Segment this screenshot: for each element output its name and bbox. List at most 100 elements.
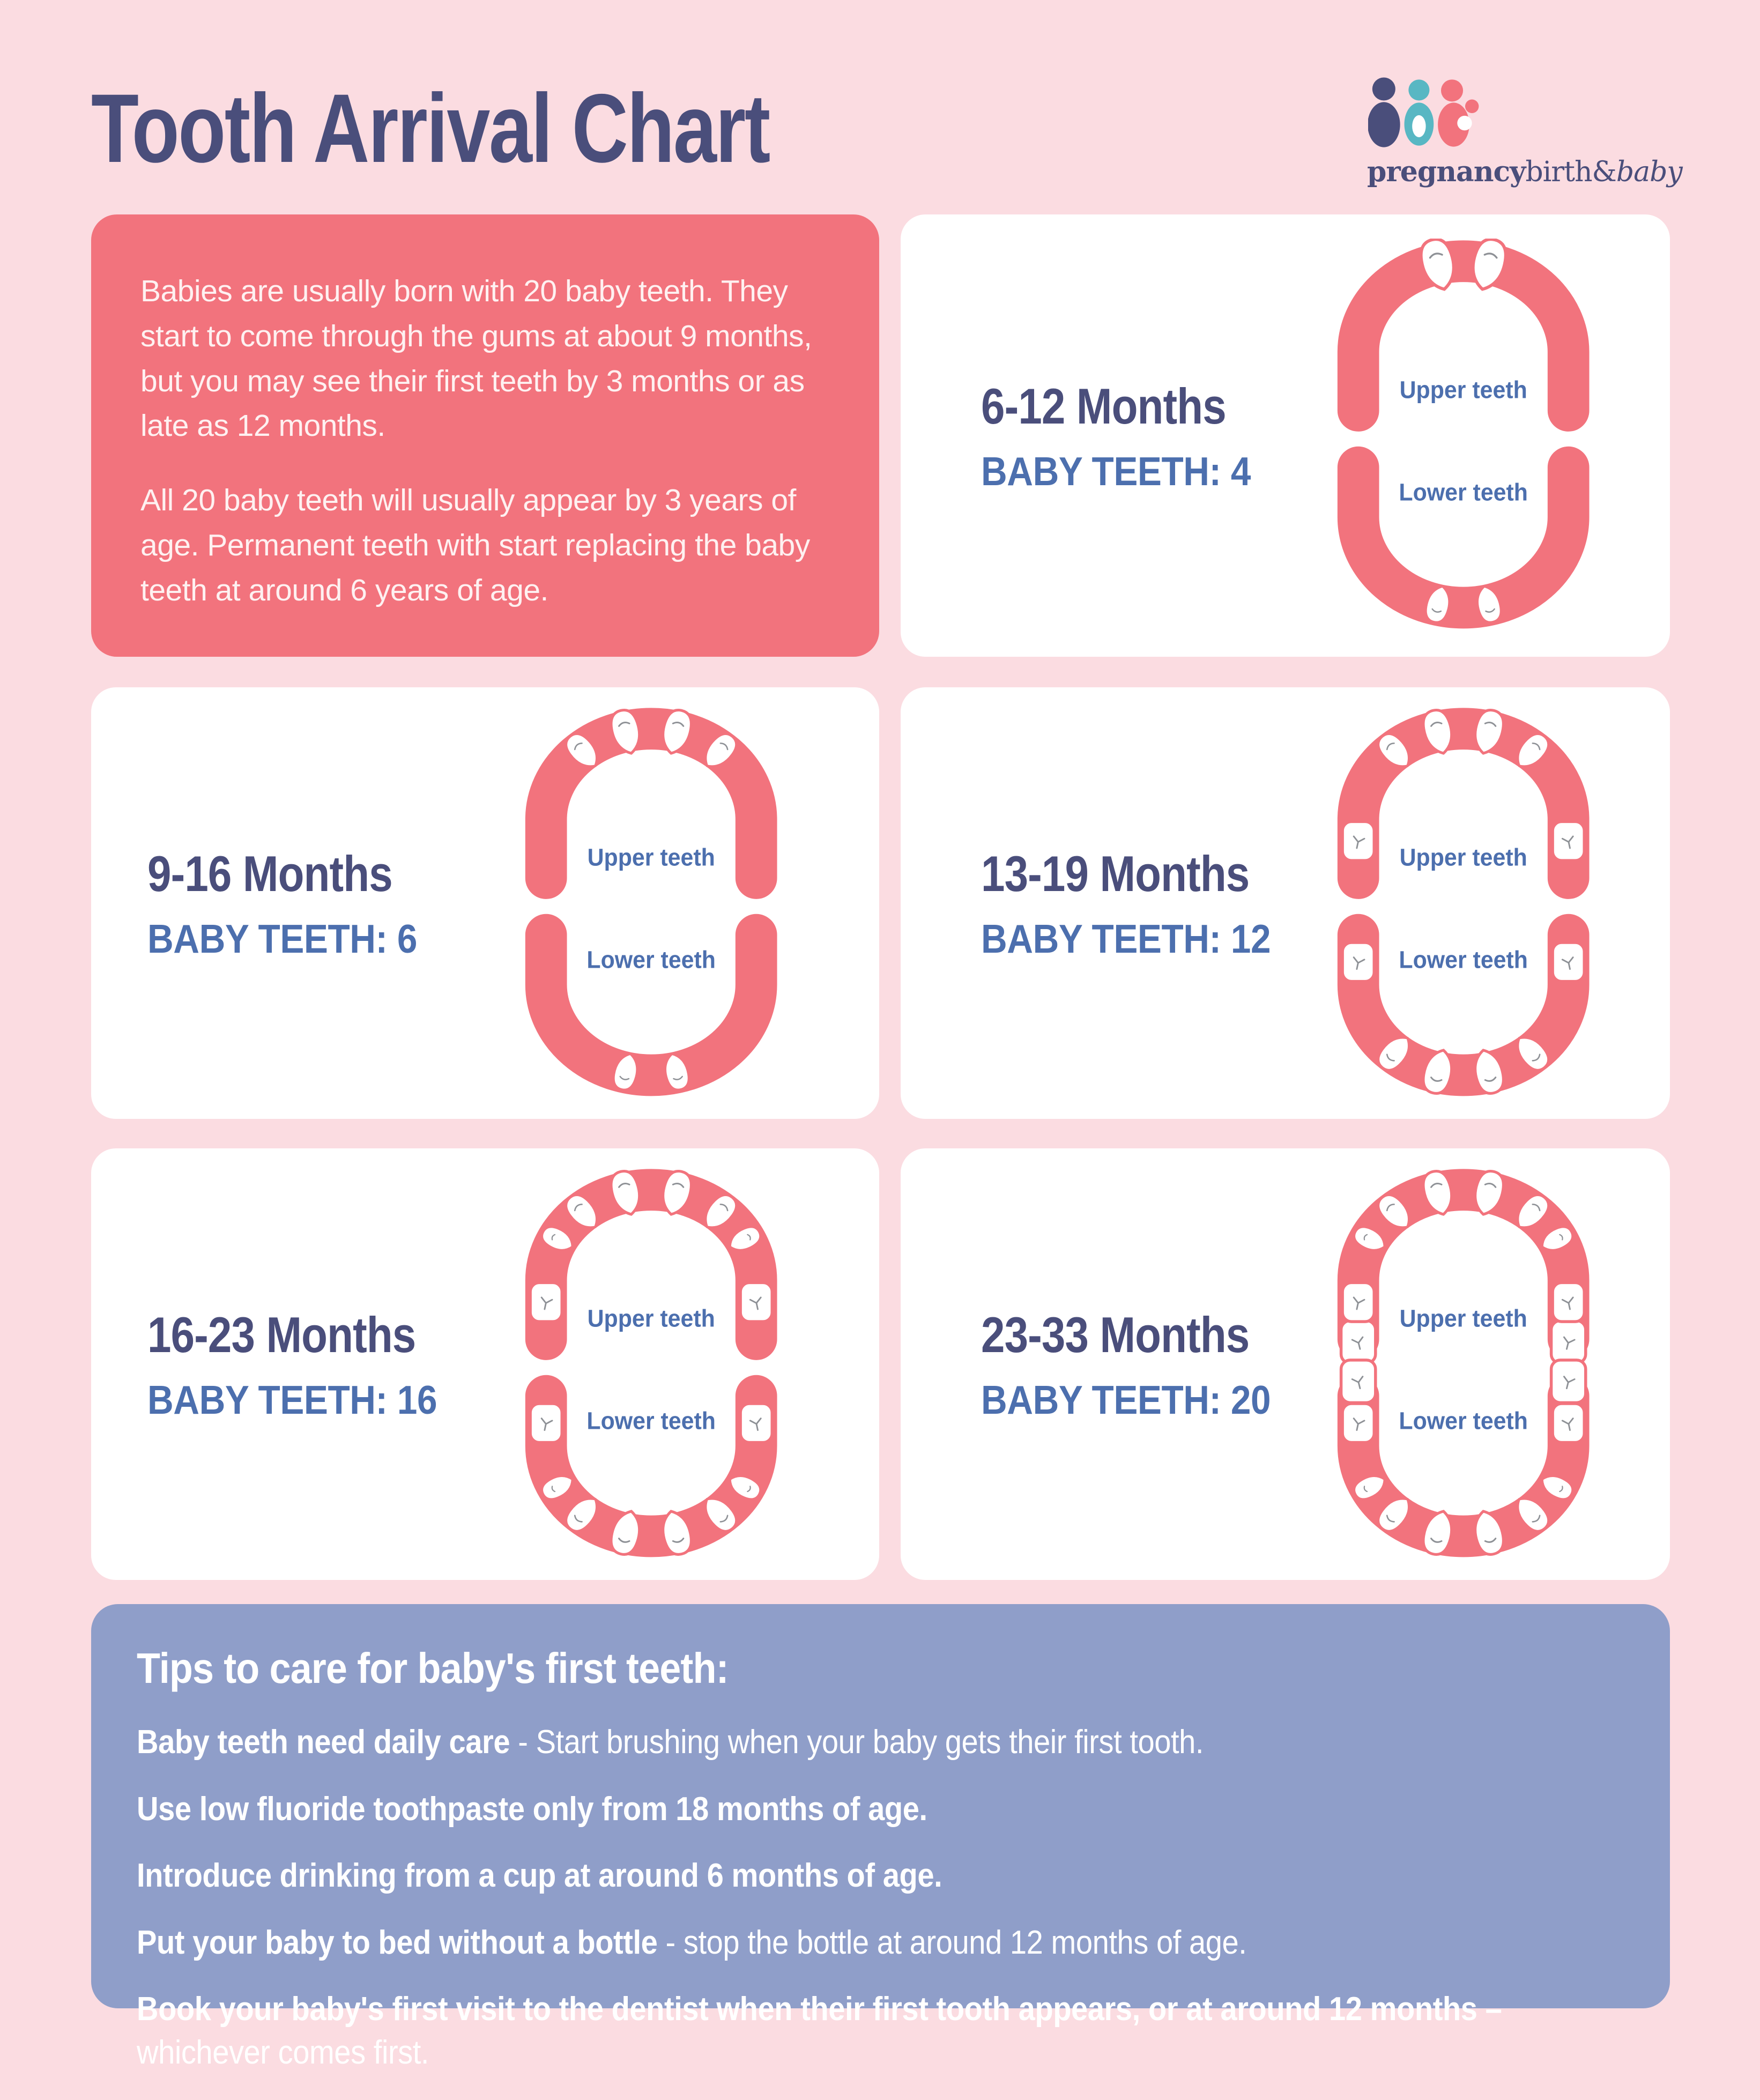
tip-regular-text: whichever comes first.	[137, 2034, 429, 2071]
tip-item: Introduce drinking from a cup at around …	[137, 1854, 1612, 1898]
lower-gum-arch	[525, 914, 777, 1096]
lower-first-molar-tooth	[739, 1402, 774, 1444]
lower-lateral-incisor-tooth	[1377, 1036, 1410, 1072]
upper-central-incisor-tooth	[1474, 709, 1505, 755]
upper-central-incisor-tooth	[1422, 709, 1453, 755]
upper-lateral-incisor-tooth	[1517, 732, 1550, 768]
upper-teeth-label: Upper teeth	[1400, 844, 1527, 871]
upper-first-molar-tooth	[1341, 820, 1376, 862]
brand-wordmark: pregnancybirth&baby	[1367, 155, 1683, 188]
tip-item: Use low fluoride toothpaste only from 18…	[137, 1788, 1612, 1831]
card-baby-teeth-count: BABY TEETH: 12	[981, 916, 1271, 961]
card-23-33-months: 23-33 Months BABY TEETH: 20 Upper teeth L…	[901, 1148, 1670, 1580]
upper-gum-arch	[525, 708, 777, 899]
tip-bold-text: Baby teeth need daily care	[137, 1724, 510, 1761]
card-baby-teeth-count: BABY TEETH: 16	[147, 1377, 437, 1422]
lower-central-incisor-tooth	[664, 1052, 690, 1091]
upper-first-molar-tooth	[1551, 820, 1586, 862]
lower-lateral-incisor-tooth	[1517, 1036, 1550, 1072]
intro-paragraph-1: Babies are usually born with 20 baby tee…	[140, 274, 812, 443]
lower-lateral-incisor-tooth	[565, 1497, 598, 1533]
upper-lateral-incisor-tooth	[1377, 732, 1410, 768]
lower-teeth-label: Lower teeth	[1399, 946, 1528, 973]
upper-central-incisor-tooth	[662, 709, 693, 755]
tip-bold-text: Put your baby to bed without a bottle	[137, 1924, 658, 1961]
upper-lateral-incisor-tooth	[565, 1193, 598, 1229]
lower-second-molar-tooth	[1340, 1359, 1377, 1405]
tip-bold-text: Introduce drinking from a cup at around …	[137, 1857, 942, 1895]
lower-lateral-incisor-tooth	[704, 1497, 738, 1533]
lower-central-incisor-tooth	[612, 1052, 638, 1091]
upper-gum-arch	[1338, 708, 1590, 899]
lower-canine-tooth	[1353, 1475, 1386, 1501]
lower-teeth-label: Lower teeth	[1399, 1407, 1528, 1434]
upper-central-incisor-tooth	[1422, 1170, 1453, 1216]
card-6-12-months: 6-12 Months BABY TEETH: 4 Upper teeth Low…	[901, 214, 1670, 657]
intro-box: Babies are usually born with 20 baby tee…	[91, 214, 879, 657]
lower-second-molar-tooth	[1550, 1359, 1587, 1405]
lower-canine-tooth	[729, 1475, 762, 1501]
upper-central-incisor-tooth	[662, 1170, 693, 1216]
mouth-diagram: Upper teeth Lower teeth	[1273, 1167, 1670, 1561]
upper-lateral-incisor-tooth	[565, 732, 598, 768]
brand-logo: pregnancybirth&baby	[1367, 75, 1683, 188]
logo-figures-icon	[1368, 77, 1479, 147]
card-16-23-months: 16-23 Months BABY TEETH: 16 Upper teeth L…	[91, 1148, 879, 1580]
card-text-block: 13-19 Months BABY TEETH: 12	[981, 845, 1273, 962]
brand-word-pregnancy: pregnancy	[1367, 155, 1526, 188]
lower-central-incisor-tooth	[662, 1510, 693, 1556]
lower-central-incisor-tooth	[1474, 1510, 1505, 1556]
lower-central-incisor-tooth	[610, 1510, 641, 1556]
upper-second-molar-tooth	[1550, 1319, 1587, 1365]
brand-word-baby: baby	[1616, 156, 1683, 188]
upper-lateral-incisor-tooth	[704, 732, 738, 768]
card-baby-teeth-count: BABY TEETH: 20	[981, 1377, 1271, 1422]
intro-paragraph-2: All 20 baby teeth will usually appear by…	[140, 483, 810, 607]
mouth-svg: Upper teeth Lower teeth	[1338, 1169, 1590, 1557]
lower-teeth-label: Lower teeth	[587, 946, 716, 973]
tip-regular-text: - stop the bottle at around 12 months of…	[657, 1924, 1247, 1961]
tips-list: Baby teeth need daily care - Start brush…	[137, 1721, 1612, 2075]
card-months-label: 13-19 Months	[981, 845, 1250, 902]
upper-canine-tooth	[1353, 1226, 1386, 1251]
card-text-block: 23-33 Months BABY TEETH: 20	[981, 1306, 1273, 1423]
lower-lateral-incisor-tooth	[1517, 1497, 1550, 1533]
lower-central-incisor-tooth	[1476, 585, 1503, 624]
card-text-block: 9-16 Months BABY TEETH: 6	[147, 845, 440, 962]
upper-central-incisor-tooth	[610, 709, 641, 755]
lower-teeth-label: Lower teeth	[1399, 479, 1528, 506]
upper-first-molar-tooth	[529, 1281, 564, 1323]
lower-first-molar-tooth	[529, 1402, 564, 1444]
upper-teeth-label: Upper teeth	[588, 1305, 715, 1332]
lower-canine-tooth	[1541, 1475, 1574, 1501]
lower-gum-arch	[1338, 914, 1590, 1096]
lower-central-incisor-tooth	[1422, 1049, 1453, 1095]
lower-lateral-incisor-tooth	[1377, 1497, 1410, 1533]
upper-first-molar-tooth	[1341, 1281, 1376, 1323]
upper-central-incisor-tooth	[1472, 239, 1507, 291]
upper-first-molar-tooth	[739, 1281, 774, 1323]
lower-central-incisor-tooth	[1422, 1510, 1453, 1556]
card-months-label: 23-33 Months	[981, 1306, 1250, 1363]
mouth-diagram: Upper teeth Lower teeth	[440, 1167, 879, 1561]
tip-item: Baby teeth need daily care - Start brush…	[137, 1721, 1612, 1764]
tip-bold-text: Use low fluoride toothpaste only from 18…	[137, 1790, 927, 1828]
lower-first-molar-tooth	[1551, 1402, 1586, 1444]
upper-canine-tooth	[541, 1226, 574, 1251]
mouth-svg: Upper teeth Lower teeth	[525, 1169, 777, 1557]
mouth-svg: Upper teeth Lower teeth	[1338, 239, 1590, 629]
upper-central-incisor-tooth	[1420, 239, 1455, 291]
upper-second-molar-tooth	[1340, 1319, 1377, 1365]
mouth-diagram: Upper teeth Lower teeth	[1273, 706, 1670, 1100]
card-text-block: 16-23 Months BABY TEETH: 16	[147, 1306, 440, 1423]
mouth-svg: Upper teeth Lower teeth	[525, 708, 777, 1096]
card-months-label: 9-16 Months	[147, 845, 393, 902]
lower-teeth-label: Lower teeth	[587, 1407, 716, 1434]
card-months-label: 6-12 Months	[981, 377, 1227, 434]
card-9-16-months: 9-16 Months BABY TEETH: 6 Upper teeth Low…	[91, 687, 879, 1119]
card-baby-teeth-count: BABY TEETH: 4	[981, 448, 1251, 494]
mouth-svg: Upper teeth Lower teeth	[1338, 708, 1590, 1096]
tips-box: Tips to care for baby's first teeth: Bab…	[91, 1604, 1670, 2071]
upper-central-incisor-tooth	[610, 1170, 641, 1216]
